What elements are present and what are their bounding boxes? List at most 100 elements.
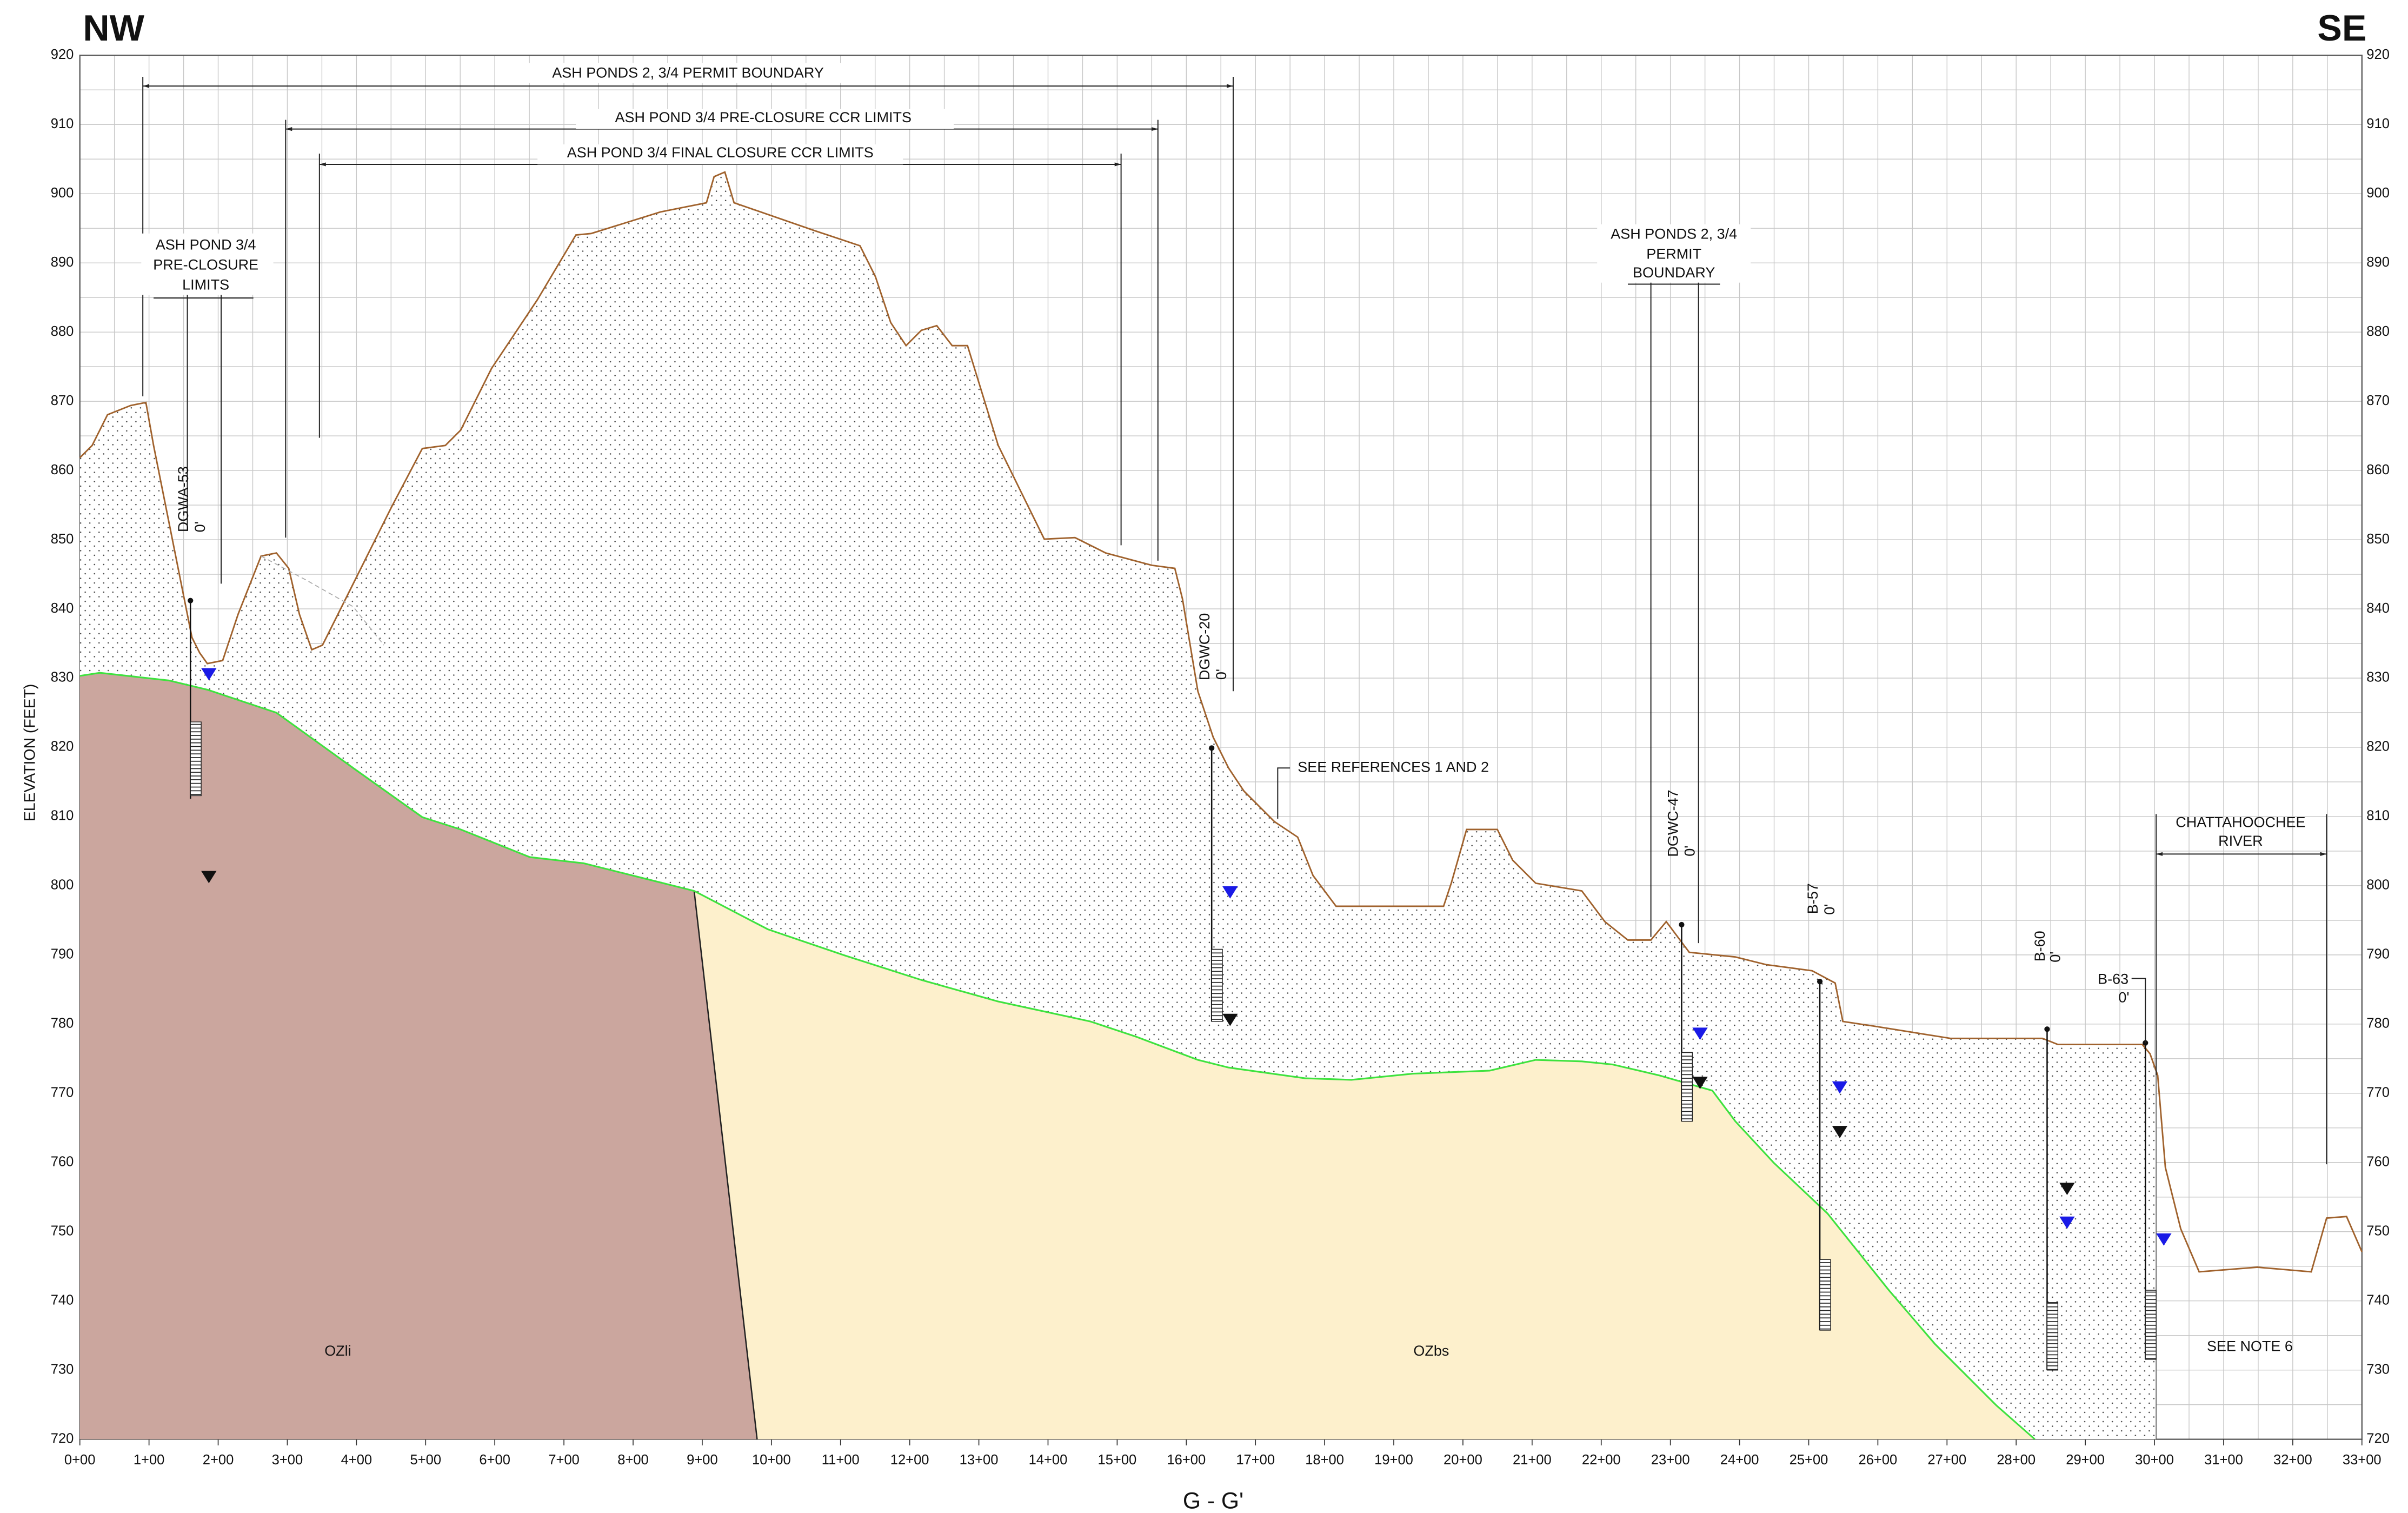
annotation: PERMIT [1646, 246, 1701, 262]
y-tick-label: 880 [2366, 324, 2390, 339]
y-tick-label: 750 [51, 1223, 74, 1238]
annotation: SEE REFERENCES 1 AND 2 [1298, 759, 1489, 775]
y-tick-label: 820 [2366, 739, 2390, 754]
well-label: DGWC-20 [1196, 613, 1213, 680]
y-tick-label: 780 [2366, 1016, 2390, 1031]
x-tick-label: 22+00 [1582, 1452, 1621, 1468]
y-tick-label: 860 [51, 462, 74, 477]
x-tick-label: 28+00 [1997, 1452, 2036, 1468]
y-tick-label: 920 [51, 47, 74, 62]
x-tick-label: 16+00 [1167, 1452, 1206, 1468]
fill-material [79, 172, 2157, 1439]
well-depth: 0' [192, 521, 208, 532]
well-depth: 0' [1213, 669, 1229, 680]
x-tick-label: 29+00 [2066, 1452, 2105, 1468]
y-tick-label: 820 [51, 739, 74, 754]
wells: DGWA-53 0' DGWC-20 0' DGWC-47 0' B-57 0'… [175, 466, 2172, 1371]
x-tick-label: 11+00 [822, 1452, 860, 1468]
y-tick-label: 900 [51, 185, 74, 201]
y-tick-label: 730 [2366, 1362, 2390, 1377]
annotations: ASH PONDS 2, 3/4 PERMIT BOUNDARY ASH PON… [141, 63, 2305, 1359]
annotation: ASH POND 3/4 [156, 237, 256, 253]
direction-label: SE [2317, 8, 2366, 49]
fault-contact [693, 891, 758, 1439]
x-tick-label: 23+00 [1651, 1452, 1690, 1468]
x-tick-label: 1+00 [134, 1452, 165, 1468]
annotation: BOUNDARY [1633, 264, 1715, 281]
well-label: DGWA-53 [175, 466, 191, 532]
y-tick-label: 870 [51, 393, 74, 408]
ground-surface [79, 171, 2363, 1273]
x-tick-label: 6+00 [479, 1452, 510, 1468]
annotation: LIMITS [182, 276, 229, 293]
y-tick-label: 760 [2366, 1154, 2390, 1170]
y-tick-label: 880 [51, 324, 74, 339]
annotation: CHATTAHOOCHEE [2176, 814, 2305, 831]
y-tick-label: 910 [2366, 116, 2390, 131]
annotation: ASH PONDS 2, 3/4 [1611, 226, 1737, 242]
x-tick-label: 4+00 [341, 1452, 372, 1468]
y-tick-label: 800 [2366, 878, 2390, 893]
y-tick-label: 810 [2366, 808, 2390, 824]
annotation: ASH PONDS 2, 3/4 PERMIT BOUNDARY [552, 64, 824, 81]
y-tick-label: 900 [2366, 185, 2390, 201]
x-tick-label: 21+00 [1513, 1452, 1552, 1468]
x-tick-label: 12+00 [890, 1452, 929, 1468]
y-tick-label: 720 [51, 1431, 74, 1446]
well-label: B-57 [1805, 883, 1821, 914]
x-tick-label: 30+00 [2135, 1452, 2174, 1468]
y-tick-label: 840 [51, 601, 74, 616]
y-tick-label: 800 [51, 878, 74, 893]
y-tick-label: 720 [2366, 1431, 2390, 1446]
x-tick-label: 24+00 [1720, 1452, 1759, 1468]
y-tick-label: 870 [2366, 393, 2390, 408]
x-tick-label: 0+00 [64, 1452, 96, 1468]
x-tick-label: 20+00 [1444, 1452, 1482, 1468]
well-depth: 0' [1682, 846, 1698, 857]
well-depth: 0' [1821, 904, 1838, 915]
annotation: PRE-CLOSURE [153, 257, 258, 273]
x-tick-label: 25+00 [1790, 1452, 1828, 1468]
y-tick-label: 850 [51, 532, 74, 547]
x-tick-label: 7+00 [548, 1452, 580, 1468]
y-tick-label: 760 [51, 1154, 74, 1170]
x-tick-label: 19+00 [1374, 1452, 1413, 1468]
unit-label: OZbs [1413, 1343, 1449, 1359]
direction-label: NW [83, 8, 144, 49]
x-tick-label: 26+00 [1859, 1452, 1898, 1468]
unit-ozbs [694, 891, 2035, 1439]
y-tick-label: 790 [51, 947, 74, 962]
ticks: 720 720 730 730 740 740 750 750 760 760 770 770 780 7… [51, 47, 2390, 1468]
y-tick-label: 780 [51, 1016, 74, 1031]
x-tick-label: 5+00 [410, 1452, 441, 1468]
y-tick-label: 810 [51, 808, 74, 824]
x-tick-label: 27+00 [1927, 1452, 1966, 1468]
x-tick-label: 10+00 [752, 1452, 791, 1468]
x-tick-label: 33+00 [2343, 1452, 2382, 1468]
y-tick-label: 750 [2366, 1223, 2390, 1238]
y-tick-label: 770 [51, 1085, 74, 1100]
annotation: ASH POND 3/4 PRE-CLOSURE CCR LIMITS [615, 109, 912, 125]
y-tick-label: 740 [51, 1292, 74, 1308]
well-label: DGWC-47 [1665, 789, 1681, 857]
x-tick-label: 14+00 [1029, 1452, 1068, 1468]
x-tick-label: 31+00 [2204, 1452, 2243, 1468]
y-tick-label: 790 [2366, 947, 2390, 962]
x-tick-label: 3+00 [272, 1452, 303, 1468]
section-label: G - G' [1183, 1488, 1243, 1513]
x-tick-label: 32+00 [2273, 1452, 2312, 1468]
y-tick-label: 850 [2366, 532, 2390, 547]
y-tick-label: 830 [2366, 670, 2390, 685]
contact-line [79, 672, 2036, 1440]
y-tick-label: 840 [2366, 601, 2390, 616]
y-tick-label: 890 [51, 255, 74, 270]
y-tick-label: 920 [2366, 47, 2390, 62]
y-tick-label: 860 [2366, 462, 2390, 477]
x-tick-label: 17+00 [1236, 1452, 1275, 1468]
annotation: ASH POND 3/4 FINAL CLOSURE CCR LIMITS [567, 144, 874, 161]
y-tick-label: 890 [2366, 255, 2390, 270]
well-label: B-63 [2098, 971, 2128, 987]
y-tick-label: 740 [2366, 1292, 2390, 1308]
y-tick-label: 830 [51, 670, 74, 685]
